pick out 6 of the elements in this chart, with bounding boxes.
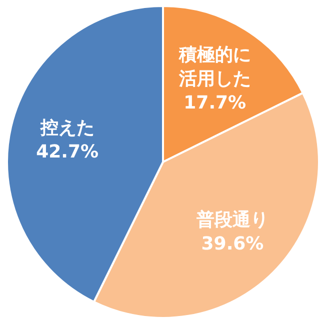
data-label: 42.7% [36,141,99,162]
data-label: 39.6% [201,232,264,254]
data-label: 17.7% [184,92,246,114]
slice-label: 積極的に活用した [178,44,251,90]
slice-label: 控えた [39,117,94,138]
slice-label: 普段通り [195,208,268,230]
